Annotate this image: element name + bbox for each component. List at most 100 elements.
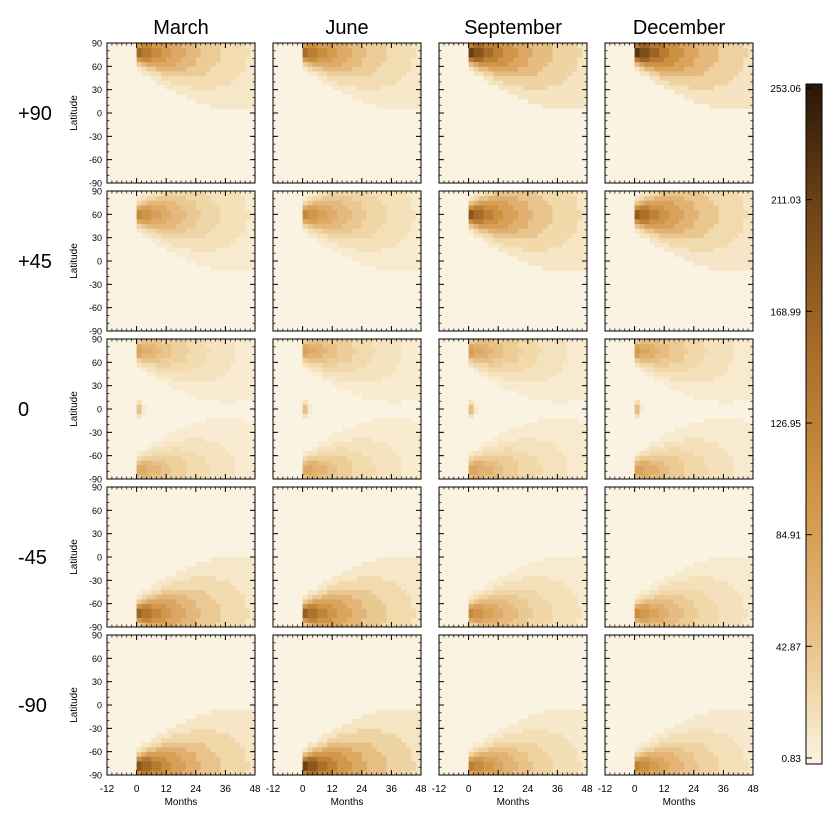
heat-cell <box>513 237 519 243</box>
heat-cell <box>205 57 211 63</box>
heat-cell <box>488 219 494 225</box>
heat-cell <box>664 80 670 86</box>
heat-cell <box>649 66 655 72</box>
heat-cell <box>557 47 563 53</box>
heat-cell <box>195 339 202 345</box>
heat-cell <box>532 446 539 452</box>
heat-cell <box>302 460 308 466</box>
heat-cell <box>728 348 734 354</box>
heat-cell <box>347 339 353 345</box>
heat-cell <box>572 61 578 67</box>
heat-cell <box>371 418 377 424</box>
heat-cell <box>391 85 397 91</box>
heat-cell <box>220 251 226 257</box>
heat-cell <box>527 441 534 447</box>
heat-cell <box>713 395 719 401</box>
heat-cell <box>713 469 719 475</box>
heat-cell <box>411 469 417 475</box>
heat-cell <box>220 57 226 63</box>
heat-cell <box>332 237 338 243</box>
heat-cell <box>396 223 402 229</box>
heat-cell <box>190 451 197 457</box>
heat-cell <box>240 460 246 466</box>
heat-cell <box>683 191 690 197</box>
heat-cell <box>171 43 177 49</box>
heat-cell <box>713 71 719 77</box>
heat-cell <box>136 61 142 67</box>
heat-cell <box>698 200 705 206</box>
heat-cell <box>156 357 162 363</box>
heat-cell <box>557 237 563 243</box>
heat-cell <box>557 469 563 475</box>
heat-cell <box>166 437 172 443</box>
heat-cell <box>366 376 373 382</box>
heat-cell <box>679 460 685 466</box>
heat-cell <box>567 57 573 63</box>
heat-cell <box>537 223 543 229</box>
heat-cell <box>416 348 422 354</box>
heat-cell <box>337 362 343 368</box>
heat-cell <box>733 94 739 100</box>
heat-cell <box>542 75 548 81</box>
heat-cell <box>708 265 714 271</box>
heat-cell <box>743 103 749 109</box>
heat-cell <box>200 437 207 443</box>
heat-cell <box>733 367 739 373</box>
heat-cell <box>483 61 489 67</box>
heat-cell <box>527 437 534 443</box>
heat-cell <box>317 191 323 197</box>
heat-cell <box>161 446 167 452</box>
heat-cell <box>508 61 514 67</box>
heat-cell <box>513 446 519 452</box>
heat-cell <box>386 418 392 424</box>
heat-cell <box>161 242 167 248</box>
heat-cell <box>220 385 226 391</box>
heat-cell <box>151 57 157 63</box>
heat-cell <box>537 251 543 257</box>
heat-cell <box>708 256 714 262</box>
heat-cell <box>698 191 705 197</box>
heat-cell <box>156 80 162 86</box>
heat-cell <box>738 195 744 201</box>
heat-cell <box>547 75 553 81</box>
heat-cell <box>488 200 494 206</box>
heat-cell <box>542 214 548 220</box>
heat-cell <box>488 460 494 466</box>
heat-cell <box>230 339 236 345</box>
heat-cell <box>679 455 685 461</box>
heat-cell <box>332 353 338 359</box>
heat-cell <box>210 367 216 373</box>
heat-cell <box>698 205 705 211</box>
heat-cell <box>713 209 719 215</box>
heat-cell <box>664 371 670 377</box>
heat-cell <box>356 353 363 359</box>
heat-cell <box>312 474 318 480</box>
heat-cell <box>688 376 695 382</box>
heat-cell <box>401 353 407 359</box>
heat-cell <box>356 195 363 201</box>
heat-cell <box>703 427 709 433</box>
heat-cell <box>688 66 695 72</box>
heat-cell <box>572 390 578 396</box>
heat-cell <box>703 228 709 234</box>
heat-cell <box>176 47 182 53</box>
heat-cell <box>508 205 514 211</box>
heat-cell <box>366 200 373 206</box>
heat-cell <box>215 446 221 452</box>
heat-cell <box>205 362 211 368</box>
heat-cell <box>146 371 152 377</box>
heat-cell <box>498 43 504 49</box>
heat-cell <box>743 228 749 234</box>
column-title: March <box>153 17 209 39</box>
heat-cell <box>376 362 382 368</box>
heat-cell <box>488 80 494 86</box>
heat-cell <box>307 357 313 363</box>
heat-cell <box>547 247 553 253</box>
heat-cell <box>493 223 499 229</box>
heat-cell <box>332 339 338 345</box>
heat-cell <box>327 376 333 382</box>
heat-cell <box>522 455 529 461</box>
heat-cell <box>498 237 504 243</box>
heat-cell <box>250 371 256 377</box>
heat-cell <box>738 99 744 105</box>
